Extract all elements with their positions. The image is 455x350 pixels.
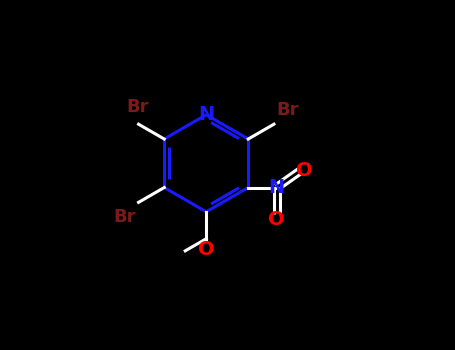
Text: Br: Br <box>277 101 299 119</box>
Text: N: N <box>268 178 285 197</box>
Text: O: O <box>296 161 313 180</box>
Text: Br: Br <box>113 208 136 226</box>
Text: O: O <box>268 210 285 229</box>
Text: N: N <box>198 105 214 124</box>
Text: O: O <box>198 240 215 259</box>
Text: Br: Br <box>126 98 149 116</box>
